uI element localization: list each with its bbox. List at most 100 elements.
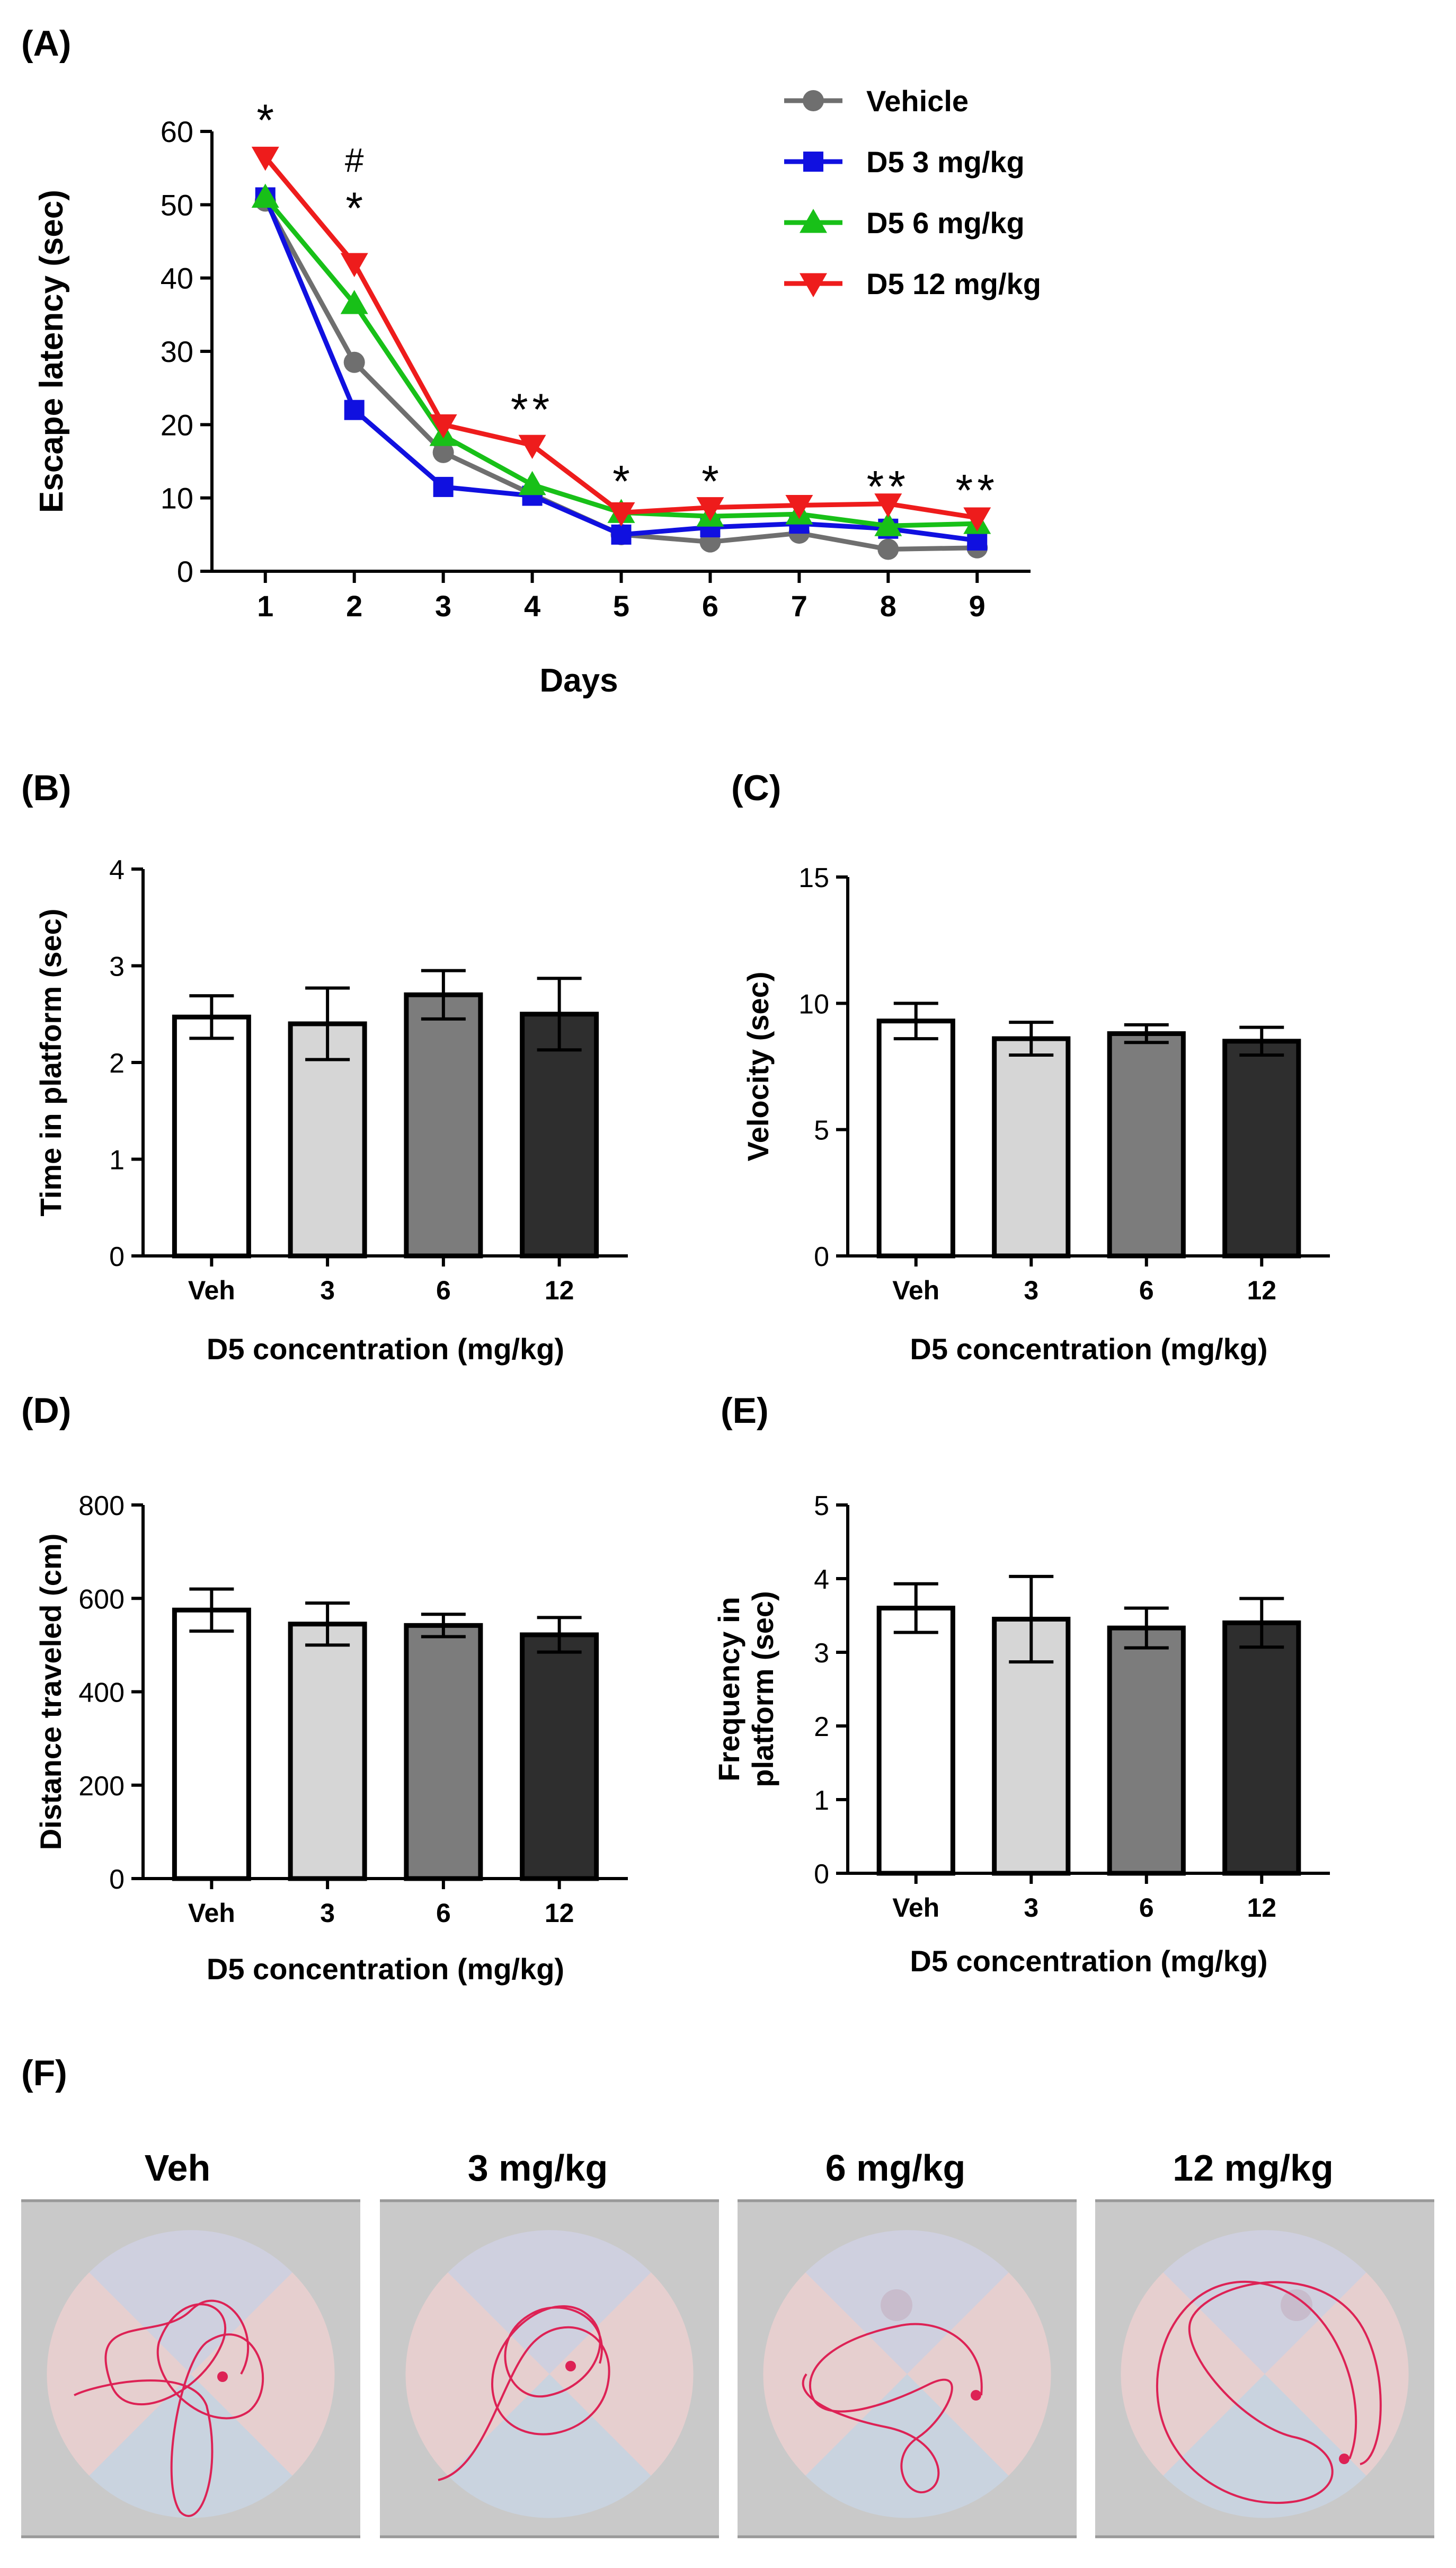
significance-marker: * <box>256 95 274 145</box>
data-point <box>877 538 899 560</box>
data-point <box>963 507 991 532</box>
significance-marker: * <box>612 456 630 506</box>
y-tick-label: 10 <box>798 989 829 1020</box>
data-point <box>518 471 546 495</box>
data-point <box>251 183 279 208</box>
legend-entry: D5 6 mg/kg <box>784 206 1025 240</box>
data-point <box>343 351 365 373</box>
track-title-6: 6 mg/kg <box>825 2147 966 2189</box>
x-tick-label: 4 <box>524 589 540 623</box>
bar-12 <box>520 1632 599 1881</box>
legend-label: D5 12 mg/kg <box>866 267 1041 300</box>
quadrant-bottom <box>448 2374 651 2518</box>
bar-12 <box>1222 1620 1301 1876</box>
track-tile <box>738 2199 1077 2538</box>
y-tick-label: 1 <box>814 1785 829 1816</box>
y-tick-label: 4 <box>814 1564 829 1595</box>
y-tick-label: 3 <box>109 952 125 982</box>
quadrant-left <box>1121 2272 1265 2476</box>
quadrant-right <box>907 2272 1051 2476</box>
x-tick-label: 7 <box>791 589 807 623</box>
data-point <box>607 502 635 527</box>
y-axis-label: Distance traveled (cm) <box>34 1534 67 1850</box>
x-tick-label: 2 <box>346 589 362 623</box>
swim-path <box>1156 2280 1382 2504</box>
track-tile <box>1095 2199 1434 2538</box>
y-tick-label: 4 <box>109 855 125 885</box>
quadrant-left <box>405 2272 549 2476</box>
bar-Veh <box>172 1014 251 1259</box>
series-d5_12 <box>251 146 991 532</box>
quadrant-top <box>89 2230 292 2374</box>
bar-6 <box>1107 1625 1186 1876</box>
bar-12 <box>1222 1039 1301 1259</box>
swim-end-point <box>971 2390 981 2401</box>
x-tick-label: 12 <box>1247 1893 1276 1923</box>
x-tick-label: 1 <box>257 589 273 623</box>
y-tick-label: 60 <box>161 115 193 148</box>
track-tile <box>380 2199 719 2538</box>
x-axis-label: D5 concentration (mg/kg) <box>207 1952 564 1986</box>
panel-label-b: (B) <box>21 768 71 808</box>
legend-entry: D5 3 mg/kg <box>784 145 1025 179</box>
y-tick-label: 0 <box>814 1242 829 1272</box>
x-tick-label: 12 <box>545 1898 574 1928</box>
y-tick-label: 3 <box>814 1638 829 1669</box>
panel-label-f: (F) <box>21 2053 67 2093</box>
quadrant-top <box>1163 2230 1366 2374</box>
bar-Veh <box>172 1607 251 1881</box>
quadrant-left <box>763 2272 907 2476</box>
chart-escape-latency: 0 10 20 30 40 50 60 1 2 3 4 5 6 7 8 9 Days Escape latency… <box>33 84 1041 699</box>
quadrant-bottom <box>805 2374 1009 2518</box>
bar-6 <box>404 992 483 1259</box>
y-tick-label: 30 <box>161 335 193 368</box>
y-axis-label-line: Frequency in <box>712 1597 745 1782</box>
quadrant-left <box>47 2272 191 2476</box>
legend-entry: D5 12 mg/kg <box>784 267 1041 300</box>
chart-velocity: 0 5 10 15 Veh 3 6 12 D5 concentration (mg/kg) Vel… <box>741 863 1330 1366</box>
legend-marker <box>803 152 823 172</box>
data-point <box>340 253 368 277</box>
quadrant-top <box>448 2230 651 2374</box>
x-tick-label: 6 <box>436 1898 451 1928</box>
y-tick-label: 0 <box>109 1242 125 1272</box>
panel-label-a: (A) <box>21 23 71 64</box>
x-tick-label: 3 <box>1024 1276 1038 1305</box>
x-axis-label: D5 concentration (mg/kg) <box>207 1332 564 1366</box>
panel-label-e: (E) <box>721 1391 769 1431</box>
swim-path <box>438 2305 610 2481</box>
y-tick-label: 0 <box>814 1859 829 1890</box>
x-tick-label: 3 <box>1024 1893 1038 1923</box>
swim-end-point <box>217 2371 228 2382</box>
x-tick-label: Veh <box>892 1893 939 1923</box>
significance-marker: ** <box>867 462 910 511</box>
data-point <box>785 495 813 519</box>
legend-label: Vehicle <box>866 84 969 118</box>
track-title-12: 12 mg/kg <box>1173 2147 1333 2189</box>
y-tick-label: 0 <box>109 1864 125 1895</box>
swim-path <box>74 2299 264 2517</box>
y-tick-label: 400 <box>78 1678 125 1708</box>
x-tick-label: Veh <box>892 1276 939 1305</box>
significance-marker: * <box>702 456 719 506</box>
legend-entry: Vehicle <box>784 84 969 118</box>
y-tick-label: 600 <box>78 1584 125 1615</box>
x-tick-label: 12 <box>1247 1276 1276 1305</box>
panel-label-d: (D) <box>21 1391 71 1431</box>
x-axis-label: Days <box>539 662 618 699</box>
data-point <box>518 435 546 459</box>
legend-marker <box>803 90 824 111</box>
bar-Veh <box>876 1019 955 1259</box>
data-point <box>344 400 365 420</box>
y-axis-label: Frequency inplatform (sec) <box>712 1591 779 1787</box>
x-tick-label: 5 <box>613 589 629 623</box>
bar-3 <box>992 1036 1071 1259</box>
legend-label: D5 6 mg/kg <box>866 206 1025 240</box>
y-axis-label: Velocity (sec) <box>741 972 775 1162</box>
x-axis-label: D5 concentration (mg/kg) <box>910 1944 1267 1978</box>
swim-end-point <box>565 2361 576 2371</box>
data-point <box>874 512 902 536</box>
track-title-veh: Veh <box>145 2147 211 2189</box>
x-tick-label: 3 <box>435 589 451 623</box>
